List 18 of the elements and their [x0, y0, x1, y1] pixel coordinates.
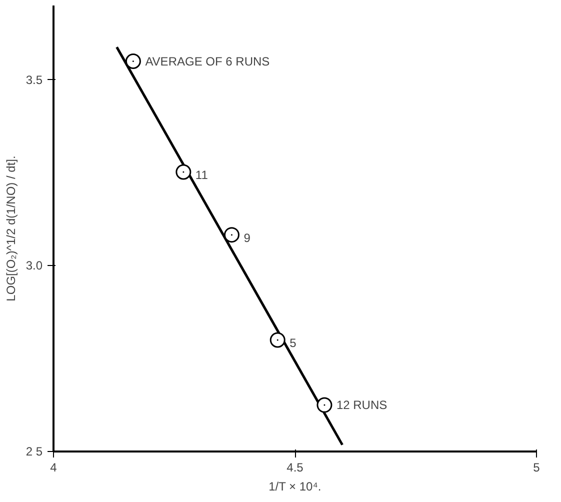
x-tick-label: 4.5	[286, 460, 304, 474]
point	[270, 332, 286, 348]
point	[125, 54, 141, 69]
annotation: AVERAGE OF 6 RUNS	[145, 54, 270, 68]
point	[224, 227, 240, 243]
x-axis-title: 1/T × 10⁴.	[268, 480, 322, 494]
annotation: 9	[244, 230, 251, 245]
annotation: 12 RUNS	[336, 398, 388, 412]
point	[176, 164, 192, 180]
y-tick-label: 2 5	[26, 444, 43, 458]
y-tick-label: 3.5	[26, 72, 43, 87]
x-tick-label: 5	[533, 460, 540, 474]
y-axis-title: LOG[(O₂)^1/2 d(1/NO) / dt].	[4, 156, 18, 302]
y-tick-label: 3.0	[26, 258, 43, 273]
x-tick-label: 4	[50, 460, 58, 474]
point	[316, 397, 332, 413]
annotation: 5	[290, 336, 297, 350]
annotation: 11	[195, 168, 208, 182]
